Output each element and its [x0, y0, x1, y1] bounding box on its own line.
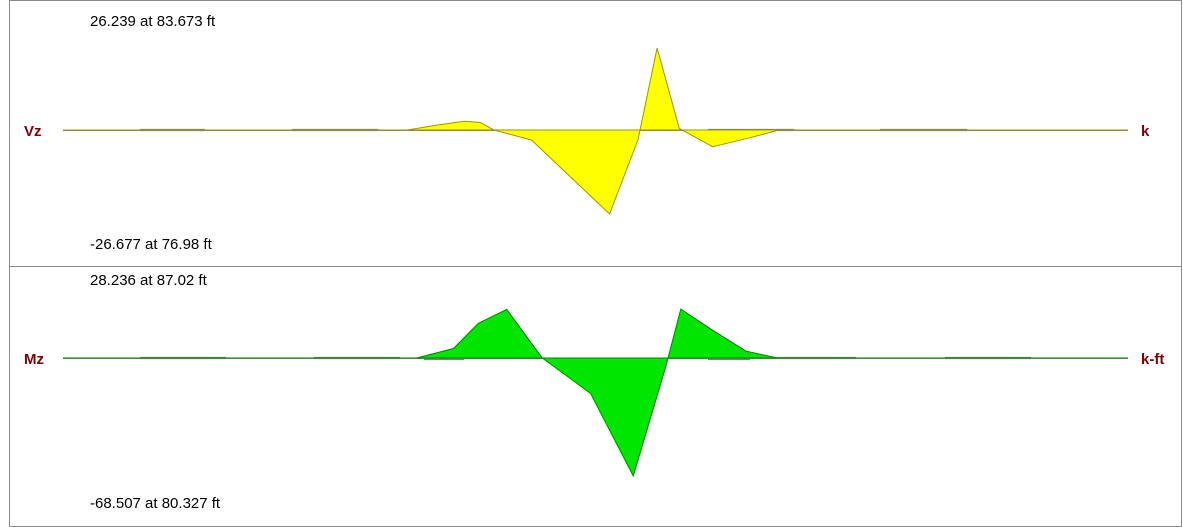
- shear-max-label: 26.239 at 83.673 ft: [90, 13, 216, 30]
- moment-axis-label: Mz: [24, 351, 44, 368]
- moment-max-label: 28.236 at 87.02 ft: [90, 272, 208, 289]
- moment-min-label: -68.507 at 80.327 ft: [90, 495, 221, 512]
- moment-panel: 28.236 at 87.02 ft -68.507 at 80.327 ft …: [24, 272, 1164, 512]
- moment-diagram-area: [63, 308, 1128, 478]
- moment-unit-label: k-ft: [1141, 351, 1164, 368]
- shear-panel: 26.239 at 83.673 ft -26.677 at 76.98 ft …: [24, 13, 1150, 253]
- shear-diagram-area: [63, 47, 1128, 215]
- frame-border: [9, 0, 1182, 527]
- shear-min-label: -26.677 at 76.98 ft: [90, 236, 213, 253]
- shear-axis-label: Vz: [24, 123, 42, 140]
- shear-unit-label: k: [1141, 123, 1150, 140]
